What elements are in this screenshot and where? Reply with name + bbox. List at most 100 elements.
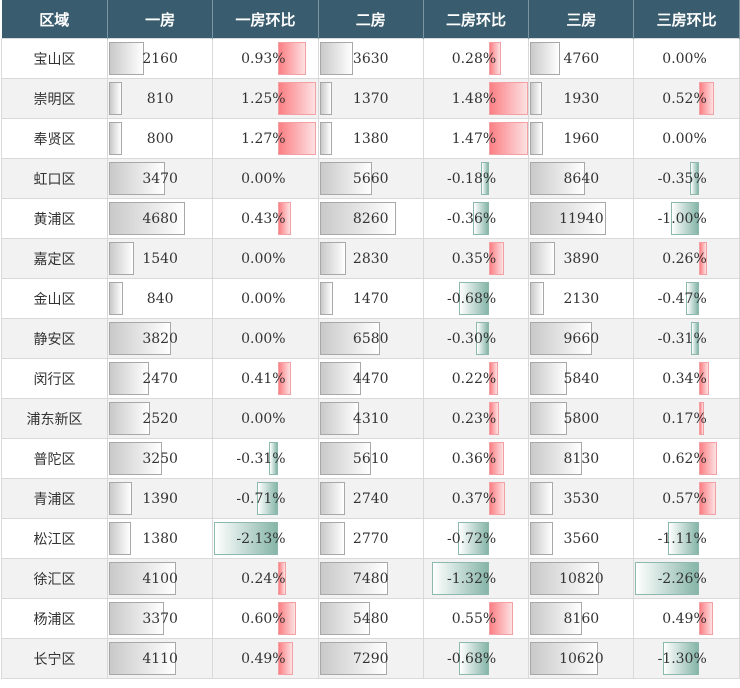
cell-rent-r3: 10620 <box>528 638 635 679</box>
table-row[interactable]: 普陀区 3250 -0.31% 5610 0.36% 8130 0.62% <box>1 438 740 479</box>
cell-rent-r2: 4470 <box>317 358 424 399</box>
rent-bar <box>109 122 122 155</box>
table-row[interactable]: 静安区 3820 0.00% 6580 -0.30% 9660 -0.31% <box>1 318 740 359</box>
header-one-room[interactable]: 一房 <box>107 0 214 39</box>
cell-region: 徐汇区 <box>1 558 108 599</box>
decrease-bar <box>459 282 489 315</box>
increase-bar <box>488 42 501 75</box>
rent-value: 4760 <box>563 50 600 67</box>
cell-change-p2: 0.28% <box>422 38 530 79</box>
cell-change-p2: -0.30% <box>422 318 530 359</box>
header-three-room-change[interactable]: 三房环比 <box>633 0 740 39</box>
cell-change-p2: 0.37% <box>422 478 530 519</box>
header-one-room-change[interactable]: 一房环比 <box>212 0 319 39</box>
rent-value: 5800 <box>563 410 600 427</box>
cell-rent-r2: 1380 <box>317 118 424 159</box>
rent-value: 1930 <box>563 90 600 107</box>
cell-change-p2: -0.68% <box>422 278 530 319</box>
rent-bar <box>319 562 389 595</box>
decrease-bar <box>662 642 700 675</box>
rent-value: 3560 <box>563 530 600 547</box>
cell-rent-r3: 2130 <box>528 278 635 319</box>
cell-rent-r2: 1370 <box>317 78 424 119</box>
table-row[interactable]: 长宁区 4110 0.49% 7290 -0.68% 10620 -1.30% <box>1 638 740 679</box>
rent-bar <box>530 122 543 155</box>
decrease-bar <box>635 562 700 595</box>
cell-rent-r1: 2470 <box>106 358 214 399</box>
cell-change-p3: 0.62% <box>633 438 740 479</box>
table-row[interactable]: 青浦区 1390 -0.71% 2740 0.37% 3530 0.57% <box>1 478 740 519</box>
cell-change-p3: -1.00% <box>633 198 740 239</box>
table-row[interactable]: 黄浦区 4680 0.43% 8260 -0.36% 11940 -1.00% <box>1 198 740 239</box>
table-row[interactable]: 闵行区 2470 0.41% 4470 0.22% 5840 0.34% <box>1 358 740 399</box>
change-value: -0.31% <box>236 450 286 467</box>
increase-bar <box>699 442 718 475</box>
decrease-bar <box>214 522 279 555</box>
cell-rent-r3: 11940 <box>528 198 635 239</box>
cell-rent-r2: 7480 <box>317 558 424 599</box>
change-value: 0.17% <box>662 410 707 427</box>
cell-rent-r3: 3890 <box>528 238 635 279</box>
header-two-room[interactable]: 二房 <box>318 0 424 39</box>
header-two-room-change[interactable]: 二房环比 <box>423 0 530 39</box>
increase-bar <box>278 362 291 395</box>
table-row[interactable]: 杨浦区 3370 0.60% 5480 0.55% 8160 0.49% <box>1 598 740 639</box>
change-value: 0.34% <box>662 370 707 387</box>
rent-bar <box>319 362 361 395</box>
table-row[interactable]: 徐汇区 4100 0.24% 7480 -1.32% 10820 -2.26% <box>1 558 740 599</box>
cell-rent-r2: 2740 <box>317 478 424 519</box>
rent-value: 2470 <box>142 370 178 387</box>
rent-value: 3890 <box>563 250 600 267</box>
rent-bar <box>109 362 150 395</box>
cell-change-p3: -0.47% <box>633 278 740 319</box>
cell-rent-r3: 3560 <box>528 518 635 559</box>
table-row[interactable]: 崇明区 810 1.25% 1370 1.48% 1930 0.52% <box>1 78 740 119</box>
change-value: -2.13% <box>236 530 286 547</box>
rent-value: 8160 <box>563 610 600 627</box>
rent-value: 5660 <box>352 170 389 187</box>
increase-bar <box>488 242 505 275</box>
change-value: -0.18% <box>446 170 497 187</box>
header-region[interactable]: 区域 <box>1 0 108 39</box>
rent-bar <box>319 282 334 315</box>
cell-change-p1: 1.27% <box>212 118 319 159</box>
cell-change-p1: 0.60% <box>212 598 319 639</box>
table-row[interactable]: 金山区 840 0.00% 1470 -0.68% 2130 -0.47% <box>1 278 740 319</box>
rent-value: 5610 <box>352 450 389 467</box>
cell-change-p1: 0.49% <box>212 638 319 679</box>
header-three-room[interactable]: 三房 <box>528 0 635 39</box>
table-row[interactable]: 嘉定区 1540 0.00% 2830 0.35% 3890 0.26% <box>1 238 740 279</box>
table-row[interactable]: 宝山区 2160 0.93% 3630 0.28% 4760 0.00% <box>1 38 740 79</box>
increase-bar <box>699 482 716 515</box>
rent-value: 2520 <box>142 410 178 427</box>
rent-value: 1380 <box>352 130 389 147</box>
rent-value: 1540 <box>142 250 178 267</box>
rent-bar <box>109 42 145 75</box>
change-value: 0.52% <box>662 90 707 107</box>
cell-change-p2: 1.48% <box>422 78 530 119</box>
rent-value: 11940 <box>559 210 604 227</box>
cell-rent-r2: 2830 <box>317 238 424 279</box>
rent-bar <box>109 162 166 195</box>
decrease-bar <box>268 442 279 475</box>
table-row[interactable]: 虹口区 3470 0.00% 5660 -0.18% 8640 -0.35% <box>1 158 740 199</box>
cell-change-p2: -0.36% <box>422 198 530 239</box>
cell-region: 宝山区 <box>1 38 108 79</box>
rent-bar <box>319 442 372 475</box>
rent-bar <box>319 322 381 355</box>
change-value: -0.47% <box>657 290 707 307</box>
rent-bar <box>109 282 123 315</box>
cell-rent-r1: 3820 <box>106 318 214 359</box>
change-value: 0.00% <box>241 290 286 307</box>
table-row[interactable]: 奉贤区 800 1.27% 1380 1.47% 1960 0.00% <box>1 118 740 159</box>
table-row[interactable]: 松江区 1380 -2.13% 2770 -0.72% 3560 -1.11% <box>1 518 740 559</box>
decrease-bar <box>475 322 489 355</box>
cell-rent-r2: 5610 <box>317 438 424 479</box>
decrease-bar <box>473 202 489 235</box>
table-row[interactable]: 浦东新区 2520 0.00% 4310 0.23% 5800 0.17% <box>1 398 740 439</box>
decrease-bar <box>481 162 489 195</box>
cell-change-p2: 1.47% <box>422 118 530 159</box>
rent-value: 9660 <box>563 330 600 347</box>
rent-bar <box>109 242 134 275</box>
cell-change-p1: 0.00% <box>212 238 319 279</box>
